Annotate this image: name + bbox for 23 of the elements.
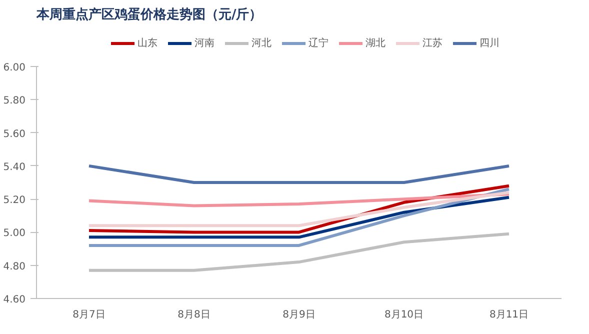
x-tick-label: 8月11日 (489, 310, 529, 320)
legend-label: 辽宁 (308, 36, 328, 50)
line-series (88, 192, 510, 208)
legend-label: 江苏 (422, 36, 442, 50)
y-tick-label: 5.60 (3, 128, 26, 140)
y-tick-label: 6.00 (3, 62, 26, 74)
legend-label: 河北 (252, 36, 272, 50)
x-tick-label: 8月7日 (72, 310, 106, 320)
legend-label: 四川 (480, 36, 500, 50)
x-tick-label: 8月9日 (282, 310, 316, 320)
legend-label: 河南 (194, 36, 214, 50)
x-tick-label: 8月8日 (178, 310, 210, 320)
y-tick-label: 4.60 (3, 294, 26, 306)
y-tick-label: 5.00 (3, 228, 26, 240)
legend-label: 湖北 (366, 36, 386, 50)
y-tick-label: 5.80 (3, 96, 26, 107)
legend-label: 山东 (138, 36, 158, 50)
y-tick-label: 5.20 (3, 195, 26, 206)
y-tick-label: 5.40 (3, 162, 26, 173)
y-tick-label: 4.80 (3, 261, 26, 272)
chart-title: 本周重点产区鸡蛋价格走势图（元/斤） (36, 6, 262, 22)
x-tick-label: 8月10日 (384, 310, 424, 320)
line-series (88, 232, 510, 272)
